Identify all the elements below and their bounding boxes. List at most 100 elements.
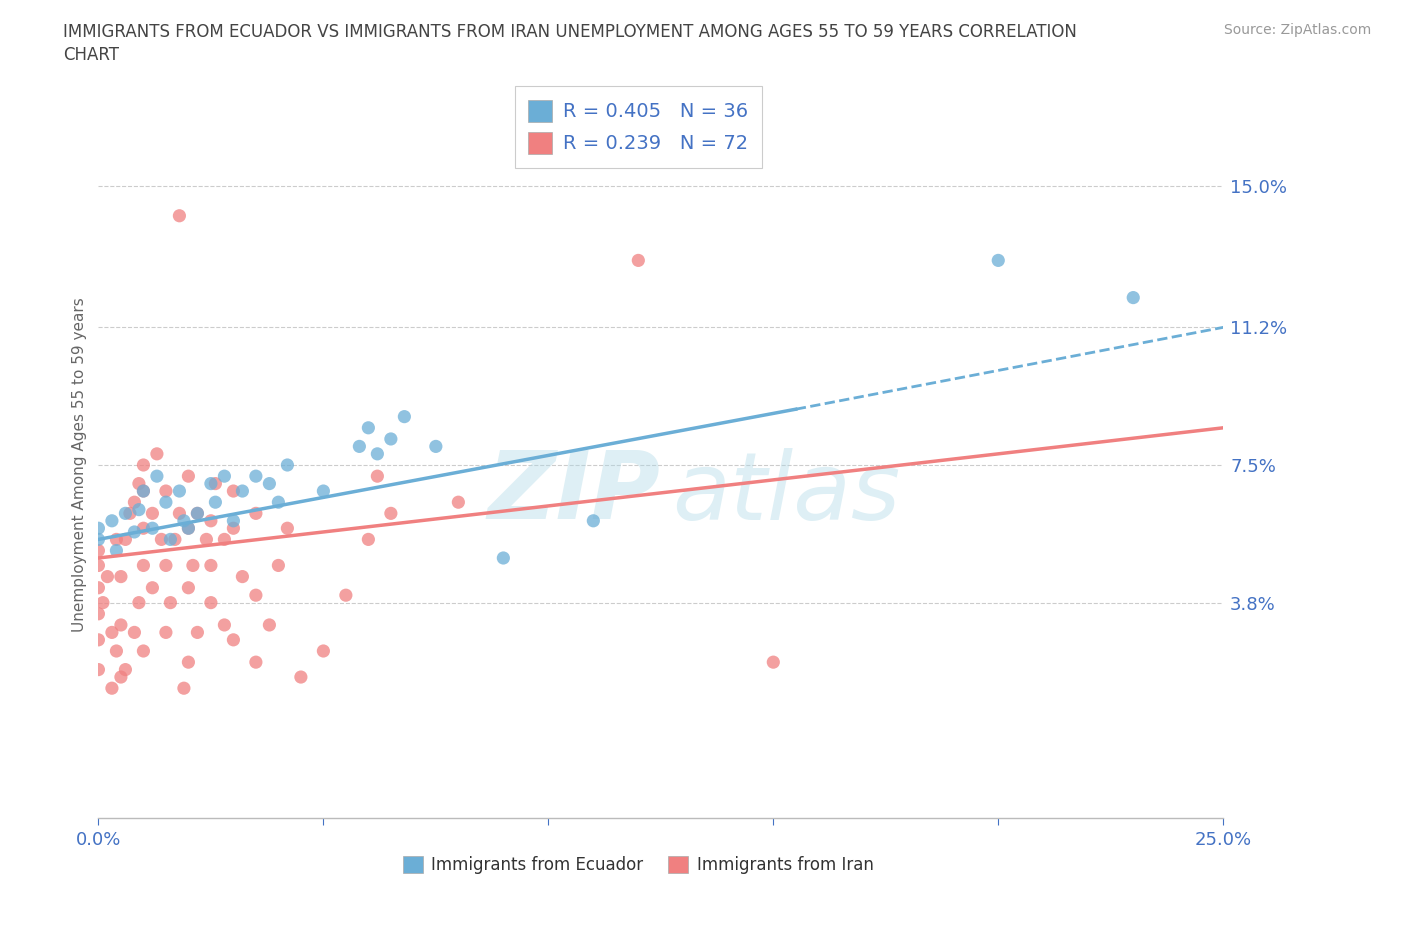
Point <box>245 506 267 521</box>
Point <box>1122 290 1144 305</box>
Point <box>245 655 267 670</box>
Point <box>114 662 136 677</box>
Point <box>110 569 132 584</box>
Point <box>222 484 245 498</box>
Point <box>110 670 132 684</box>
Point <box>200 595 222 610</box>
Point <box>169 484 191 498</box>
Point <box>101 681 124 696</box>
Point <box>146 469 169 484</box>
Point <box>267 495 290 510</box>
Point <box>124 625 146 640</box>
Point <box>987 253 1010 268</box>
Point <box>582 513 605 528</box>
Point <box>200 558 222 573</box>
Point <box>159 532 181 547</box>
Point <box>186 506 208 521</box>
Point <box>155 558 177 573</box>
Point <box>128 476 150 491</box>
Point <box>627 253 650 268</box>
Point <box>245 469 267 484</box>
Point <box>177 469 200 484</box>
Point <box>276 458 298 472</box>
Point <box>259 476 281 491</box>
Point <box>87 662 110 677</box>
Point <box>132 521 155 536</box>
Point <box>214 532 236 547</box>
Point <box>155 484 177 498</box>
Point <box>177 521 200 536</box>
Point <box>132 484 155 498</box>
Point <box>87 532 110 547</box>
Point <box>204 495 226 510</box>
Point <box>204 476 226 491</box>
Point <box>87 606 110 621</box>
Point <box>394 409 416 424</box>
Point <box>231 569 253 584</box>
Point <box>87 632 110 647</box>
Point <box>150 532 173 547</box>
Point <box>128 502 150 517</box>
Point <box>357 420 380 435</box>
Point <box>91 595 114 610</box>
Point <box>425 439 447 454</box>
Point <box>146 446 169 461</box>
Point <box>366 446 388 461</box>
Text: IMMIGRANTS FROM ECUADOR VS IMMIGRANTS FROM IRAN UNEMPLOYMENT AMONG AGES 55 TO 59: IMMIGRANTS FROM ECUADOR VS IMMIGRANTS FR… <box>63 23 1077 41</box>
Point <box>132 458 155 472</box>
Point <box>312 484 335 498</box>
Point <box>124 495 146 510</box>
Point <box>105 532 128 547</box>
Point <box>141 521 163 536</box>
Point <box>200 513 222 528</box>
Point <box>110 618 132 632</box>
Point <box>222 521 245 536</box>
Point <box>124 525 146 539</box>
Point <box>335 588 357 603</box>
Point <box>177 655 200 670</box>
Point <box>101 513 124 528</box>
Point <box>87 521 110 536</box>
Point <box>357 532 380 547</box>
Point <box>259 618 281 632</box>
Point <box>87 558 110 573</box>
Point <box>195 532 218 547</box>
Point <box>177 580 200 595</box>
Point <box>447 495 470 510</box>
Point <box>114 532 136 547</box>
Point <box>214 469 236 484</box>
Point <box>200 476 222 491</box>
Point <box>181 558 204 573</box>
Point <box>762 655 785 670</box>
Point <box>312 644 335 658</box>
Point <box>245 588 267 603</box>
Text: Source: ZipAtlas.com: Source: ZipAtlas.com <box>1223 23 1371 37</box>
Point <box>118 506 141 521</box>
Point <box>132 558 155 573</box>
Point <box>349 439 371 454</box>
Point <box>169 506 191 521</box>
Y-axis label: Unemployment Among Ages 55 to 59 years: Unemployment Among Ages 55 to 59 years <box>72 298 87 632</box>
Point <box>155 625 177 640</box>
Point <box>159 595 181 610</box>
Point <box>163 532 186 547</box>
Point <box>132 644 155 658</box>
Point <box>105 543 128 558</box>
Point <box>222 513 245 528</box>
Point <box>87 580 110 595</box>
Point <box>186 625 208 640</box>
Point <box>380 506 402 521</box>
Text: CHART: CHART <box>63 46 120 64</box>
Point <box>141 580 163 595</box>
Point <box>173 681 195 696</box>
Legend: R = 0.405   N = 36, R = 0.239   N = 72: R = 0.405 N = 36, R = 0.239 N = 72 <box>515 86 762 167</box>
Point <box>492 551 515 565</box>
Point <box>169 208 191 223</box>
Point <box>177 521 200 536</box>
Point <box>132 484 155 498</box>
Text: ZIP: ZIP <box>488 447 661 539</box>
Point <box>276 521 298 536</box>
Point <box>96 569 118 584</box>
Point <box>141 506 163 521</box>
Point <box>290 670 312 684</box>
